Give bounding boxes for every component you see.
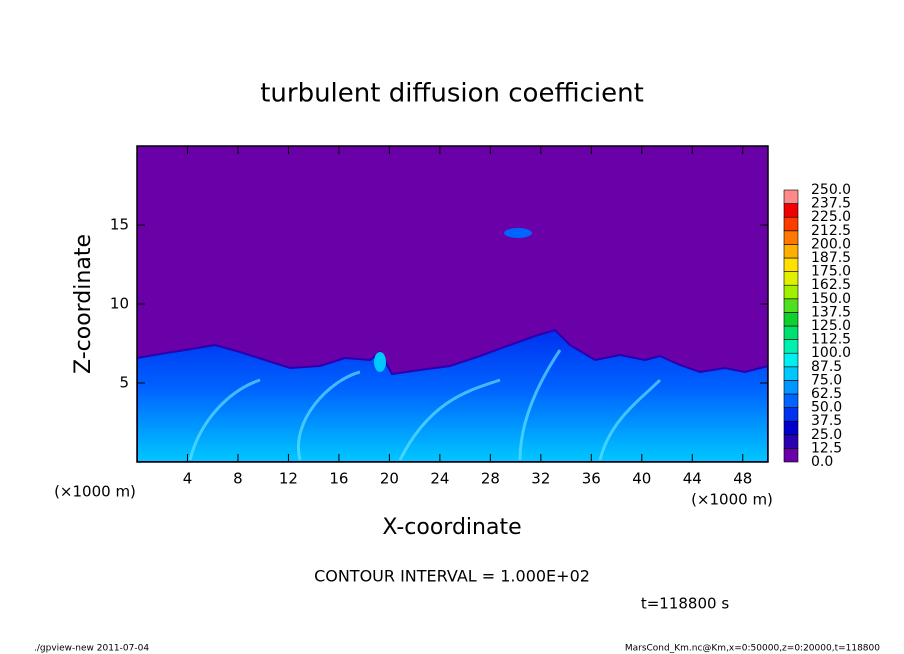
chart-title: turbulent diffusion coefficient — [260, 79, 644, 109]
colorbar-box — [783, 216, 799, 232]
x-tick-label: 48 — [733, 470, 752, 488]
turbulent-layer — [137, 328, 768, 462]
colorbar-box — [783, 203, 799, 218]
field — [137, 146, 768, 462]
colorbar-box — [783, 189, 799, 204]
turbulent-streaks — [188, 349, 662, 461]
colorbar-box — [783, 284, 799, 300]
colorbar-box — [783, 325, 799, 340]
colorbar-label: 175.0 — [811, 264, 851, 280]
x-tick-label: 36 — [582, 470, 601, 488]
x-tick-label: 16 — [329, 470, 348, 488]
colorbar-box — [783, 257, 799, 272]
colorbar-label: 162.5 — [811, 277, 851, 293]
colorbar-label: 112.5 — [811, 332, 851, 348]
colorbar-box — [783, 271, 799, 286]
y-axis-label: Z-coordinate — [71, 234, 96, 374]
colorbar-label: 37.5 — [811, 413, 842, 429]
colorbar-label: 200.0 — [811, 236, 851, 252]
colorbar-box — [783, 434, 799, 449]
blob — [374, 352, 386, 372]
colorbar-box — [783, 339, 799, 354]
colorbar-box — [783, 230, 799, 245]
colorbar-box — [783, 244, 799, 259]
colorbar-label: 212.5 — [811, 223, 851, 239]
colorbar-label: 187.5 — [811, 250, 851, 266]
colorbar-label: 150.0 — [811, 291, 851, 307]
x-tick-label: 32 — [531, 470, 550, 488]
colorbar-label: 225.0 — [811, 209, 851, 225]
colorbar-box — [783, 366, 799, 381]
x-tick-label: 12 — [279, 470, 298, 488]
blob — [504, 228, 532, 238]
x-tick-label: 28 — [481, 470, 500, 488]
colorbar-box — [783, 420, 799, 436]
x-tick-label: 8 — [233, 470, 243, 488]
colorbar-box — [783, 393, 799, 408]
colorbar-label: 125.0 — [811, 318, 851, 334]
colorbar-label: 137.5 — [811, 304, 851, 320]
x-unit: (×1000 m) — [691, 491, 773, 509]
colorbar-box — [783, 380, 799, 395]
colorbar-box — [783, 298, 799, 313]
colorbar-box — [783, 352, 799, 368]
colorbar-box — [783, 407, 799, 422]
colorbar-label: 237.5 — [811, 196, 851, 212]
x-axis-label: X-coordinate — [382, 515, 521, 540]
colorbar-label: 12.5 — [811, 440, 842, 456]
y-tick-label: 15 — [110, 216, 129, 234]
colorbar-label: 25.0 — [811, 427, 842, 443]
footer-left: ./gpview-new 2011-07-04 — [34, 644, 149, 654]
colorbar-label: 100.0 — [811, 345, 851, 361]
colorbar-label: 250.0 — [811, 182, 851, 198]
colorbar-label: 50.0 — [811, 400, 842, 416]
x-tick-label: 40 — [632, 470, 651, 488]
y-unit: (×1000 m) — [54, 483, 136, 501]
y-tick-label: 5 — [119, 374, 129, 392]
x-tick-label: 20 — [380, 470, 399, 488]
x-tick-label: 44 — [683, 470, 702, 488]
colorbar-box — [783, 312, 799, 327]
x-tick-label: 4 — [183, 470, 193, 488]
colorbar-label: 0.0 — [811, 454, 833, 470]
colorbar-label: 62.5 — [811, 386, 842, 402]
footer-right: MarsCond_Km.nc@Km,x=0:50000,z=0:20000,t=… — [625, 644, 880, 654]
colorbar-label: 87.5 — [811, 359, 842, 375]
x-tick-label: 24 — [430, 470, 449, 488]
time-label: t=118800 s — [641, 595, 729, 613]
colorbar-box — [783, 448, 799, 463]
colorbar-label: 75.0 — [811, 372, 842, 388]
contour-interval: CONTOUR INTERVAL = 1.000E+02 — [314, 567, 590, 586]
y-tick-label: 10 — [110, 295, 129, 313]
